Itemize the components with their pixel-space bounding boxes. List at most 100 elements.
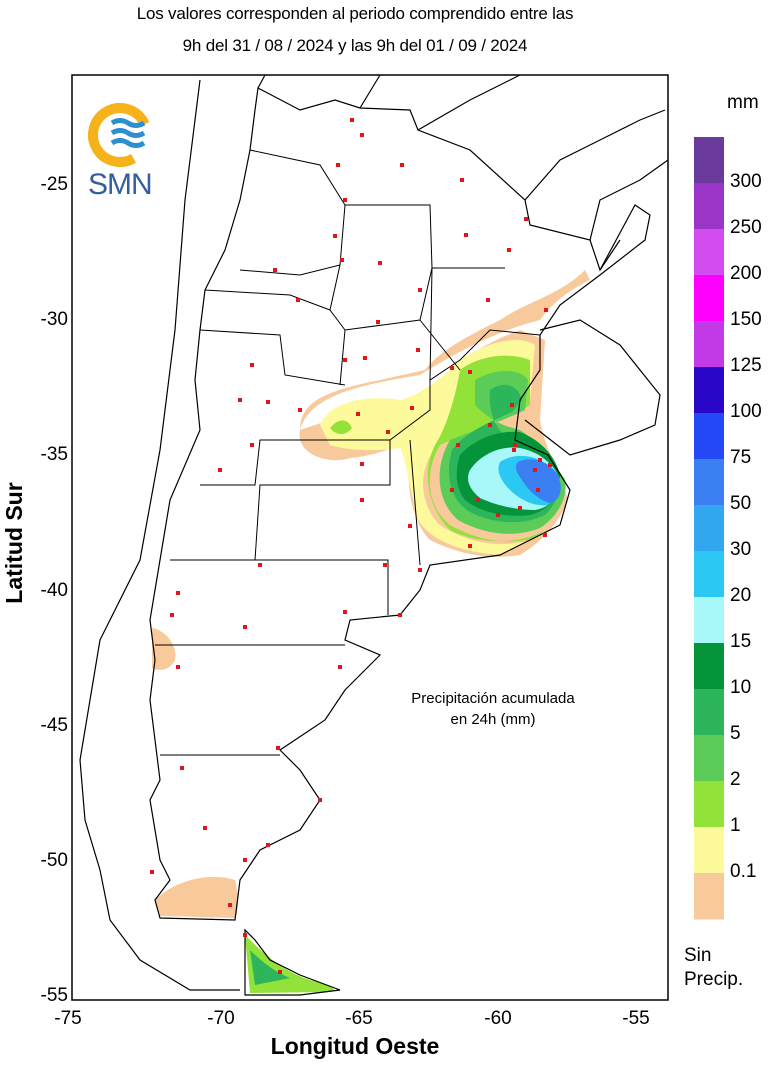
station-marker	[170, 613, 174, 617]
precipitation-fields	[152, 270, 590, 993]
legend-label: 50	[730, 493, 752, 514]
legend-color-bar	[694, 137, 724, 920]
station-marker	[276, 746, 280, 750]
station-marker	[176, 665, 180, 669]
y-tick: -25	[40, 174, 68, 195]
legend-swatch	[694, 183, 724, 230]
station-marker	[496, 513, 500, 517]
legend-label: 20	[730, 585, 752, 606]
station-marker	[416, 348, 420, 352]
title-line-1: Los valores corresponden al periodo comp…	[136, 4, 574, 23]
station-marker	[360, 133, 364, 137]
station-marker	[518, 506, 522, 510]
legend-label: 2	[730, 769, 741, 790]
legend-label: 125	[730, 355, 762, 376]
legend-label: 0.1	[730, 861, 757, 882]
station-marker	[536, 488, 540, 492]
legend-swatch	[694, 413, 724, 460]
station-marker	[356, 412, 360, 416]
title-line-2: 9h del 31 / 08 / 2024 y las 9h del 01 / …	[182, 36, 528, 55]
tierra-del-fuego	[244, 928, 341, 996]
station-marker	[386, 430, 390, 434]
station-marker	[360, 462, 364, 466]
station-marker	[488, 423, 492, 427]
station-marker	[243, 933, 247, 937]
station-marker	[376, 320, 380, 324]
map-note-line-2: en 24h (mm)	[450, 711, 536, 728]
station-marker	[538, 458, 542, 462]
legend-swatch	[694, 367, 724, 414]
legend-swatch	[694, 321, 724, 368]
legend-swatch	[694, 459, 724, 506]
station-marker	[333, 234, 337, 238]
y-tick: -40	[40, 580, 68, 601]
uruguay-outline	[524, 319, 661, 456]
legend-swatch	[694, 781, 724, 828]
station-marker	[180, 766, 184, 770]
legend-swatch	[694, 873, 724, 920]
station-marker	[243, 625, 247, 629]
legend-swatch	[694, 643, 724, 690]
x-tick: -70	[207, 1008, 235, 1029]
legend-label: 100	[730, 401, 762, 422]
province-borders	[155, 149, 541, 756]
station-marker	[378, 261, 382, 265]
legend-swatch	[694, 827, 724, 874]
station-marker	[238, 398, 242, 402]
y-tick: -30	[40, 309, 68, 330]
station-marker	[266, 843, 270, 847]
station-marker	[468, 544, 472, 548]
legend-label: 15	[730, 631, 752, 652]
station-marker	[398, 613, 402, 617]
legend-no-precip: Sin Precip.	[684, 944, 743, 992]
station-marker	[464, 233, 468, 237]
station-marker	[363, 356, 367, 360]
legend-label: 10	[730, 677, 752, 698]
map-frame	[71, 74, 669, 1001]
station-marker	[544, 308, 548, 312]
map-note-line-1: Precipitación acumulada	[411, 690, 575, 707]
x-tick: -60	[484, 1008, 512, 1029]
argentina-outline	[149, 87, 651, 921]
station-marker	[408, 524, 412, 528]
station-marker	[218, 468, 222, 472]
station-marker	[410, 406, 414, 410]
y-axis-label: Latitud Sur	[1, 482, 27, 604]
x-axis-label: Longitud Oeste	[270, 1033, 440, 1059]
no-precip-line-2: Precip.	[684, 969, 744, 990]
smn-logo	[88, 103, 152, 167]
legend-swatch	[694, 275, 724, 322]
station-marker	[150, 870, 154, 874]
legend-label: 250	[730, 217, 762, 238]
weather-stations	[150, 118, 552, 974]
station-marker	[203, 826, 207, 830]
station-marker	[343, 610, 347, 614]
legend-label: 1	[730, 815, 741, 836]
precip-area-50	[515, 459, 561, 503]
station-marker	[278, 970, 282, 974]
station-marker	[418, 568, 422, 572]
station-marker	[176, 591, 180, 595]
station-marker	[460, 178, 464, 182]
station-marker	[228, 903, 232, 907]
legend-swatch	[694, 229, 724, 276]
x-tick: -75	[54, 1008, 82, 1029]
station-marker	[543, 533, 547, 537]
station-marker	[524, 217, 528, 221]
station-marker	[258, 563, 262, 567]
station-marker	[273, 268, 277, 272]
station-marker	[336, 163, 340, 167]
precip-area-south-0.1	[155, 876, 239, 918]
legend-label: 300	[730, 171, 762, 192]
legend-swatch	[694, 137, 724, 184]
station-marker	[340, 258, 344, 262]
station-marker	[486, 298, 490, 302]
legend-swatch	[694, 735, 724, 782]
station-marker	[250, 443, 254, 447]
station-marker	[318, 798, 322, 802]
legend-swatch	[694, 505, 724, 552]
station-marker	[243, 858, 247, 862]
x-tick: -55	[622, 1008, 650, 1029]
station-marker	[296, 298, 300, 302]
